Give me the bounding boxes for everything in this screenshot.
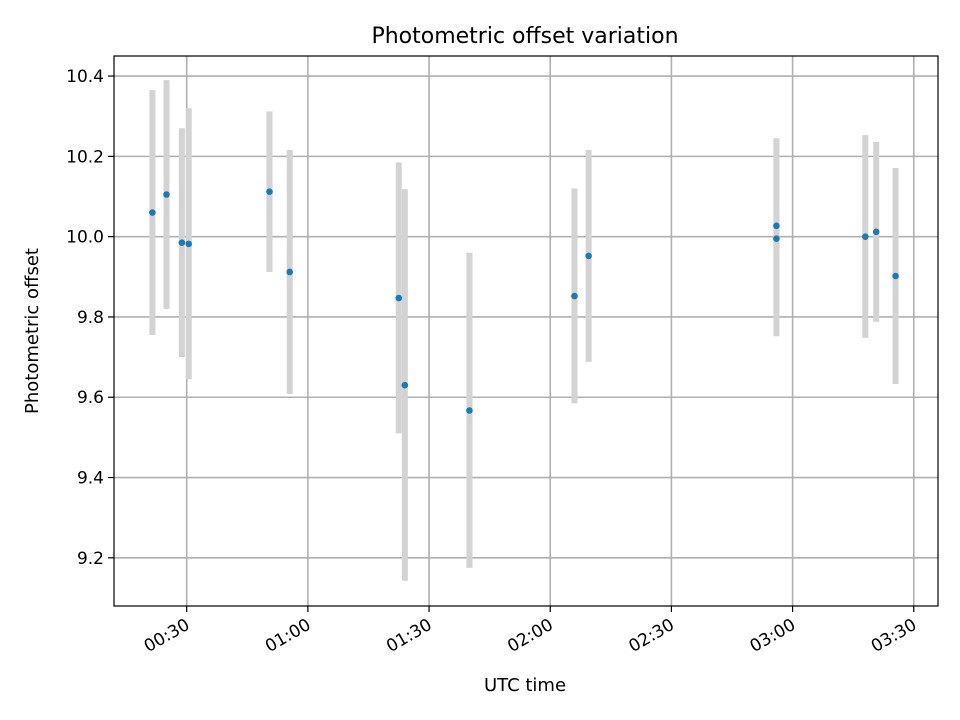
data-point	[395, 294, 403, 302]
data-point	[401, 381, 409, 389]
data-point	[773, 222, 780, 230]
x-tick-label: 03:30	[868, 615, 920, 657]
data-point	[571, 292, 578, 300]
y-tick-label: 10.4	[66, 67, 104, 87]
grid	[114, 56, 938, 606]
data-point	[178, 239, 186, 246]
data-point	[266, 188, 273, 195]
data-point	[185, 240, 193, 248]
error-bars	[149, 80, 899, 581]
data-point	[892, 272, 899, 280]
data-point	[773, 235, 780, 242]
x-tick-label: 01:30	[383, 615, 435, 657]
x-tick-label: 02:30	[625, 615, 677, 657]
chart-title: Photometric offset variation	[371, 24, 678, 49]
plot-frame	[113, 55, 939, 607]
data-point	[149, 209, 156, 216]
data-point	[286, 268, 294, 276]
data-point	[585, 252, 592, 260]
data-points	[149, 188, 899, 414]
x-axis-label: UTC time	[484, 675, 566, 696]
x-tick-label: 00:30	[141, 615, 193, 657]
y-axis-ticks: 9.2 9.4 9.6 9.8 10.0 10.2 10.4	[66, 67, 114, 569]
data-point	[861, 233, 869, 240]
data-point	[466, 407, 473, 414]
y-axis-label: Photometric offset	[22, 248, 43, 414]
x-tick-label: 02:00	[504, 615, 556, 657]
y-tick-label: 9.8	[77, 308, 104, 328]
y-tick-label: 9.6	[77, 388, 104, 408]
x-axis-ticks: 00:30 01:00 01:30 02:00 02:30 03:00 03:30	[141, 606, 920, 657]
data-point	[163, 191, 170, 198]
x-tick-label: 01:00	[262, 615, 314, 657]
y-tick-label: 9.2	[77, 549, 104, 569]
y-tick-label: 10.0	[66, 228, 104, 248]
y-tick-label: 9.4	[77, 469, 104, 489]
x-tick-label: 03:00	[747, 615, 799, 657]
data-point	[872, 228, 880, 236]
y-tick-label: 10.2	[66, 147, 104, 167]
